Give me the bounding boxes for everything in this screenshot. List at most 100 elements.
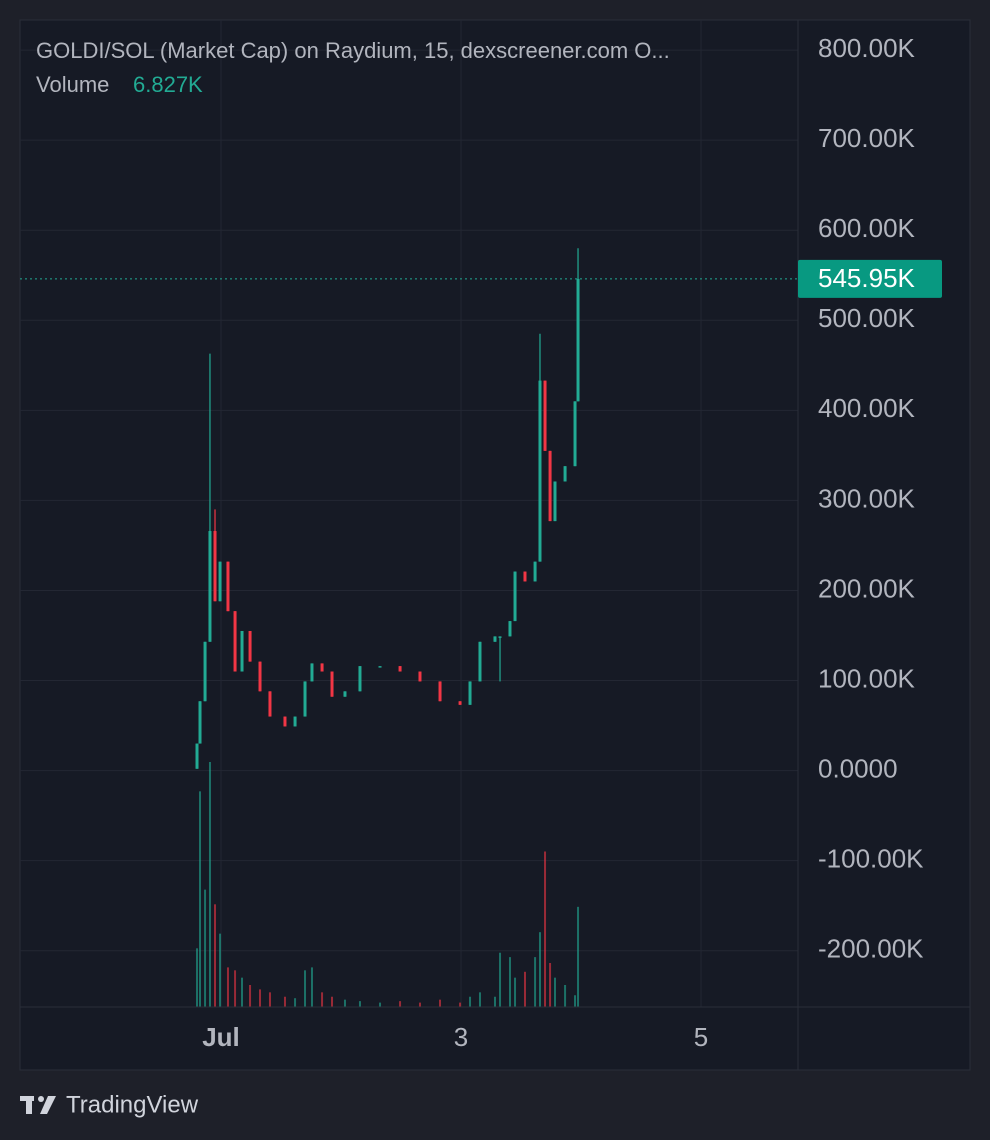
- candle-body: [233, 611, 237, 672]
- candle-body: [458, 701, 462, 705]
- y-tick-label: 500.00K: [818, 303, 916, 333]
- y-tick-label: 300.00K: [818, 483, 916, 513]
- volume-bar: [208, 762, 211, 1007]
- plot-area: [20, 20, 798, 1007]
- volume-bar: [204, 889, 207, 1007]
- volume-bar: [283, 996, 286, 1007]
- volume-bar: [214, 904, 217, 1007]
- candle-body: [208, 531, 212, 642]
- candle-body: [195, 743, 199, 769]
- candle-body: [576, 278, 580, 402]
- volume-value: 6.827K: [133, 72, 203, 97]
- x-tick-label: 5: [694, 1022, 708, 1052]
- volume-bar: [259, 989, 262, 1007]
- volume-bar: [199, 791, 202, 1007]
- volume-bar: [478, 992, 481, 1007]
- volume-bar: [514, 977, 517, 1007]
- volume-bar: [399, 1001, 402, 1007]
- volume-bar: [508, 957, 511, 1007]
- volume-bar: [358, 1001, 361, 1007]
- chart-title: GOLDI/SOL (Market Cap) on Raydium, 15, d…: [36, 38, 670, 63]
- volume-bar: [523, 971, 526, 1007]
- candle-body: [320, 663, 324, 672]
- volume-bar: [226, 967, 229, 1007]
- candle-body: [523, 571, 527, 582]
- candle-body: [533, 561, 537, 582]
- candle-body: [258, 661, 262, 692]
- volume-bar: [321, 992, 324, 1007]
- volume-bar: [249, 984, 252, 1007]
- volume-bar: [379, 1002, 382, 1007]
- volume-title: Volume: [36, 72, 109, 97]
- volume-bar: [469, 996, 472, 1007]
- volume-bar: [574, 995, 577, 1007]
- y-tick-label: 200.00K: [818, 573, 916, 603]
- x-tick-label: Jul: [202, 1022, 240, 1052]
- candle-body: [498, 636, 502, 638]
- candle-body: [538, 380, 542, 562]
- volume-bar: [544, 851, 547, 1007]
- y-tick-label: -100.00K: [818, 844, 924, 874]
- candle-body: [218, 561, 222, 602]
- volume-bar: [294, 998, 297, 1007]
- candle-body: [226, 561, 230, 612]
- volume-bar: [564, 984, 567, 1007]
- volume-bar: [459, 1002, 462, 1007]
- candle-body: [438, 681, 442, 702]
- last-price-label: 545.95K: [818, 263, 916, 293]
- candle-body: [343, 691, 347, 697]
- candle-body: [303, 681, 307, 717]
- candle-body: [240, 630, 244, 672]
- candle-body: [203, 641, 207, 702]
- volume-bar: [219, 933, 222, 1007]
- volume-bar: [268, 992, 271, 1007]
- y-tick-label: 100.00K: [818, 663, 916, 693]
- y-tick-label: 0.0000: [818, 753, 898, 783]
- volume-bar: [577, 906, 580, 1007]
- candle-body: [358, 666, 362, 692]
- candle-body: [513, 571, 517, 622]
- volume-bar: [553, 977, 556, 1007]
- volume-bar: [534, 957, 537, 1007]
- x-tick-label: 3: [454, 1022, 468, 1052]
- volume-bar: [304, 970, 307, 1007]
- volume-bar: [439, 999, 442, 1007]
- candle-body: [330, 671, 334, 697]
- candle-body: [493, 636, 497, 642]
- candle-body: [213, 531, 217, 602]
- volume-bar: [310, 967, 313, 1007]
- candle-body: [563, 466, 567, 482]
- candle-body: [553, 481, 557, 522]
- volume-bar: [196, 948, 199, 1007]
- candle-body: [398, 666, 402, 672]
- candle-body: [310, 663, 314, 682]
- candle-body: [268, 691, 272, 717]
- y-tick-label: -200.00K: [818, 934, 924, 964]
- volume-bar: [343, 999, 346, 1007]
- y-tick-label: 600.00K: [818, 213, 916, 243]
- volume-bar: [418, 1002, 421, 1007]
- last-price-box: [798, 259, 942, 298]
- candle-body: [468, 681, 472, 705]
- volume-bar: [549, 962, 552, 1007]
- volume-bar: [493, 996, 496, 1007]
- brand-name: TradingView: [66, 1091, 199, 1118]
- y-tick-label: 400.00K: [818, 393, 916, 423]
- chart-panel: [19, 19, 971, 1071]
- candle-body: [283, 716, 287, 727]
- candle-body: [548, 450, 552, 522]
- volume-bar: [499, 952, 502, 1007]
- candle-body: [508, 621, 512, 637]
- candle-body: [198, 701, 202, 744]
- volume-bar: [331, 996, 334, 1007]
- y-tick-label: 800.00K: [818, 33, 916, 63]
- y-tick-label: 700.00K: [818, 123, 916, 153]
- brand-logo: [20, 1096, 56, 1114]
- candle-body: [378, 666, 382, 668]
- candle-body: [293, 716, 297, 727]
- volume-bar: [241, 977, 244, 1007]
- candle-body: [248, 630, 252, 662]
- candle-body: [543, 380, 547, 451]
- candle-body: [573, 401, 577, 467]
